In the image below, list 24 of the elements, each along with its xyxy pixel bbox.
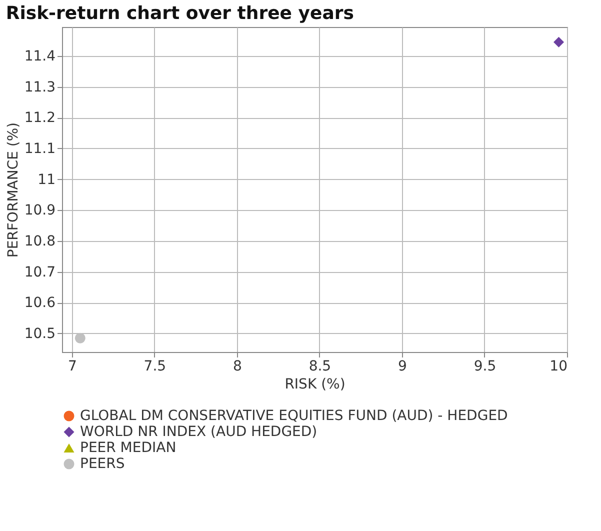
y-tick-label: 11.2 [24,110,56,126]
legend-label: WORLD NR INDEX (AUD HEDGED) [80,424,318,440]
x-axis-title: RISK (%) [284,376,346,392]
x-tick-label: 7.5 [144,358,166,374]
y-tick-label: 11.3 [24,79,56,96]
y-tick-label: 10.6 [24,295,56,312]
y-tick-label: 10.5 [24,326,56,342]
x-tick-label: 9.5 [474,358,496,374]
y-tick-label: 11.4 [24,48,56,64]
y-tick-label: 11.1 [24,140,56,157]
x-tick-label: 8.5 [308,358,332,374]
x-tick-label: 8 [232,358,242,374]
y-tick-label: 10.9 [24,202,56,219]
chart-title: Risk-return chart over three years [6,3,354,24]
x-tick-label: 9 [398,358,407,374]
legend-label: PEER MEDIAN [80,440,176,456]
legend-label: GLOBAL DM CONSERVATIVE EQUITIES FUND (AUD) - HEDGED [80,408,508,424]
x-tick-label: 7 [68,358,77,374]
y-axis-title: PERFORMANCE (%) [5,122,22,258]
y-tick-label: 10.8 [24,233,56,250]
y-tick-label: 10.7 [24,264,56,280]
x-tick-label: 10 [550,358,568,374]
y-tick-label: 11 [38,172,56,188]
legend-label: PEERS [80,456,125,472]
